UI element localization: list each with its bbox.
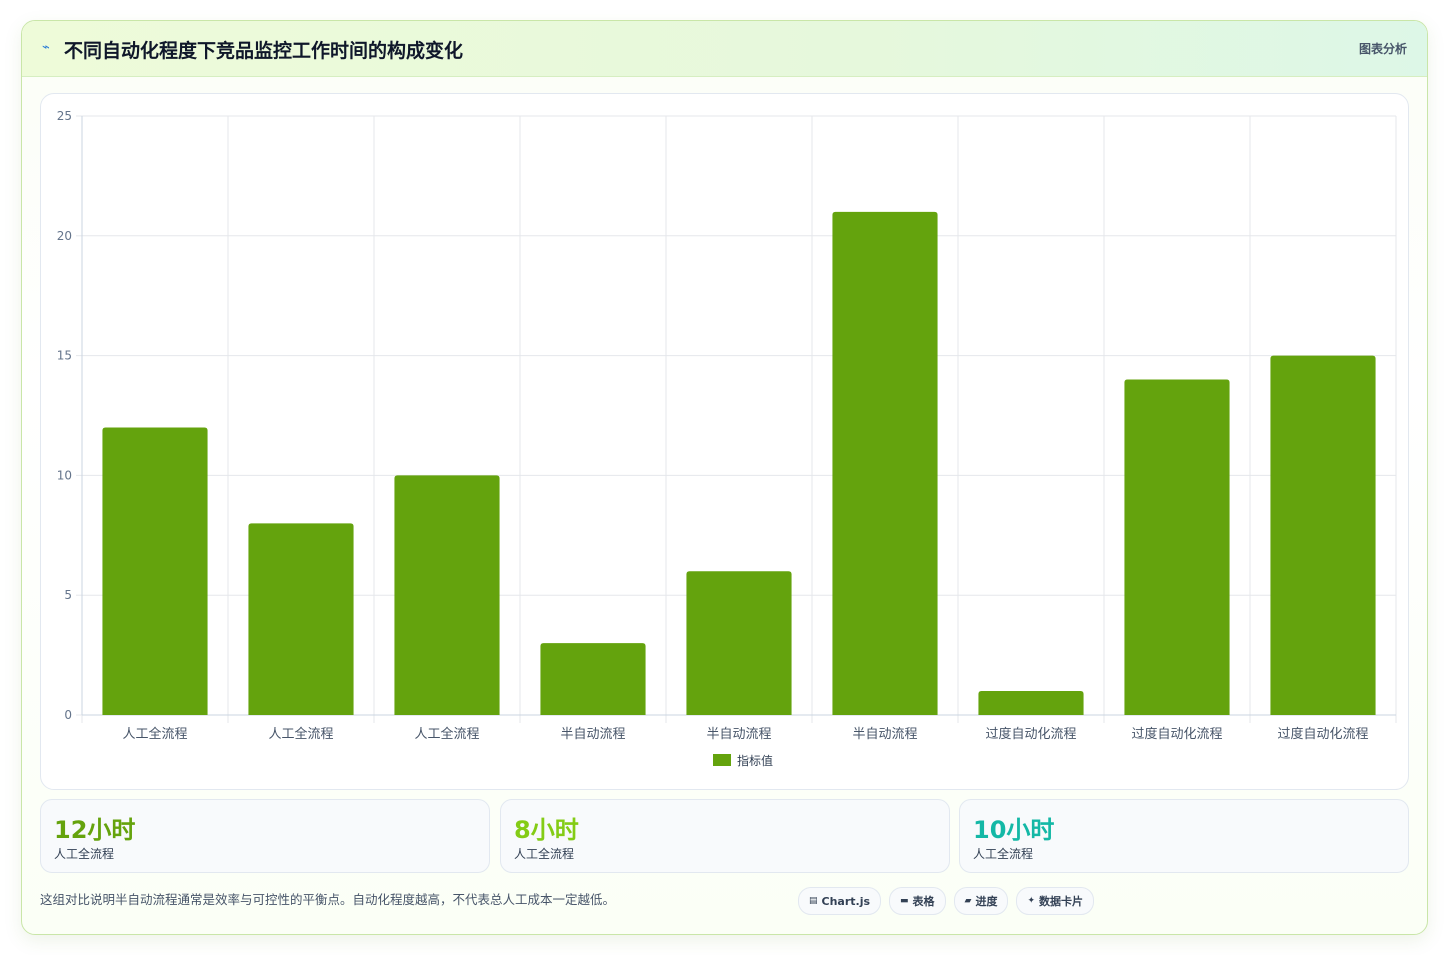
tag-label: Chart.js xyxy=(821,894,871,908)
legend-swatch xyxy=(713,754,731,766)
bar-chart: 0 5 10 15 20 25 人工全流程 人工全流程 人工全流程 半自动流程 半自动流程 半自动流程… xyxy=(57,109,1397,742)
stat-label: 人工全流程 xyxy=(514,847,575,861)
chart-panel: 0 5 10 15 20 25 人工全流程 人工全流程 人工全流程 半自动流程 半自动流程 半自动流程… xyxy=(40,93,1409,790)
bar xyxy=(686,571,792,715)
y-tick-label: 20 xyxy=(57,229,72,243)
chart-line-icon: ⌁ xyxy=(42,40,50,55)
legend-label: 指标值 xyxy=(737,753,774,768)
x-tick-label: 半自动流程 xyxy=(852,727,917,742)
sparkle-icon: ✦ xyxy=(1027,896,1036,906)
x-tick-label: 人工全流程 xyxy=(122,726,187,742)
chart-analysis-label: 图表分析 xyxy=(1358,42,1407,56)
card-header: ⌁ 不同自动化程度下竞品监控工作时间的构成变化 图表分析 xyxy=(22,21,1427,77)
stat-card-3: 10小时 人工全流程 xyxy=(959,799,1409,873)
x-tick-label: 人工全流程 xyxy=(414,726,479,742)
bar xyxy=(248,523,354,715)
bar xyxy=(1124,379,1230,715)
tag-label: 数据卡片 xyxy=(1039,895,1084,908)
bar xyxy=(832,211,938,715)
page-title: 不同自动化程度下竞品监控工作时间的构成变化 xyxy=(64,40,464,62)
stat-value: 12小时 xyxy=(54,816,136,844)
tag-progress[interactable]: ▰ 进度 xyxy=(953,887,1009,915)
x-tick-label: 过度自动化流程 xyxy=(1131,726,1222,742)
y-tick-label: 10 xyxy=(57,468,72,482)
tag-table[interactable]: ▬ 表格 xyxy=(889,887,946,915)
chart-icon: ▤ xyxy=(809,896,818,906)
tag-chartjs[interactable]: ▤ Chart.js xyxy=(798,887,882,915)
stat-card-2: 8小时 人工全流程 xyxy=(500,799,950,873)
y-tick-label: 0 xyxy=(64,708,72,722)
x-tick-label: 半自动流程 xyxy=(706,727,771,742)
tag-label: 表格 xyxy=(912,895,935,908)
y-tick-label: 5 xyxy=(64,588,72,602)
tag-data-cards[interactable]: ✦ 数据卡片 xyxy=(1016,887,1095,915)
stat-label: 人工全流程 xyxy=(54,847,115,861)
y-tick-label: 25 xyxy=(57,109,72,123)
bar xyxy=(978,691,1084,715)
stat-card-1: 12小时 人工全流程 xyxy=(40,799,490,873)
chart-card: ⌁ 不同自动化程度下竞品监控工作时间的构成变化 图表分析 0 5 10 15 20 25 人… xyxy=(21,20,1428,935)
stat-value: 8小时 xyxy=(514,816,579,844)
bar xyxy=(394,475,500,715)
y-tick-label: 15 xyxy=(57,349,72,363)
tag-label: 进度 xyxy=(975,895,998,908)
footer-note: 这组对比说明半自动流程通常是效率与可控性的平衡点。自动化程度越高，不代表总人工成… xyxy=(40,892,616,907)
progress-icon: ▰ xyxy=(964,896,972,906)
bar xyxy=(540,643,646,715)
x-tick-label: 过度自动化流程 xyxy=(985,726,1076,742)
table-icon: ▬ xyxy=(900,896,909,906)
bar xyxy=(1270,355,1376,715)
x-tick-label: 过度自动化流程 xyxy=(1277,726,1368,742)
chart-legend[interactable]: 指标值 xyxy=(713,752,773,768)
bar xyxy=(102,427,208,715)
x-tick-label: 人工全流程 xyxy=(268,726,333,742)
tag-list: ▤ Chart.js ▬ 表格 ▰ 进度 ✦ 数据卡片 xyxy=(798,887,1095,915)
stat-value: 10小时 xyxy=(973,816,1055,844)
x-tick-label: 半自动流程 xyxy=(560,727,625,742)
stat-label: 人工全流程 xyxy=(973,847,1034,861)
